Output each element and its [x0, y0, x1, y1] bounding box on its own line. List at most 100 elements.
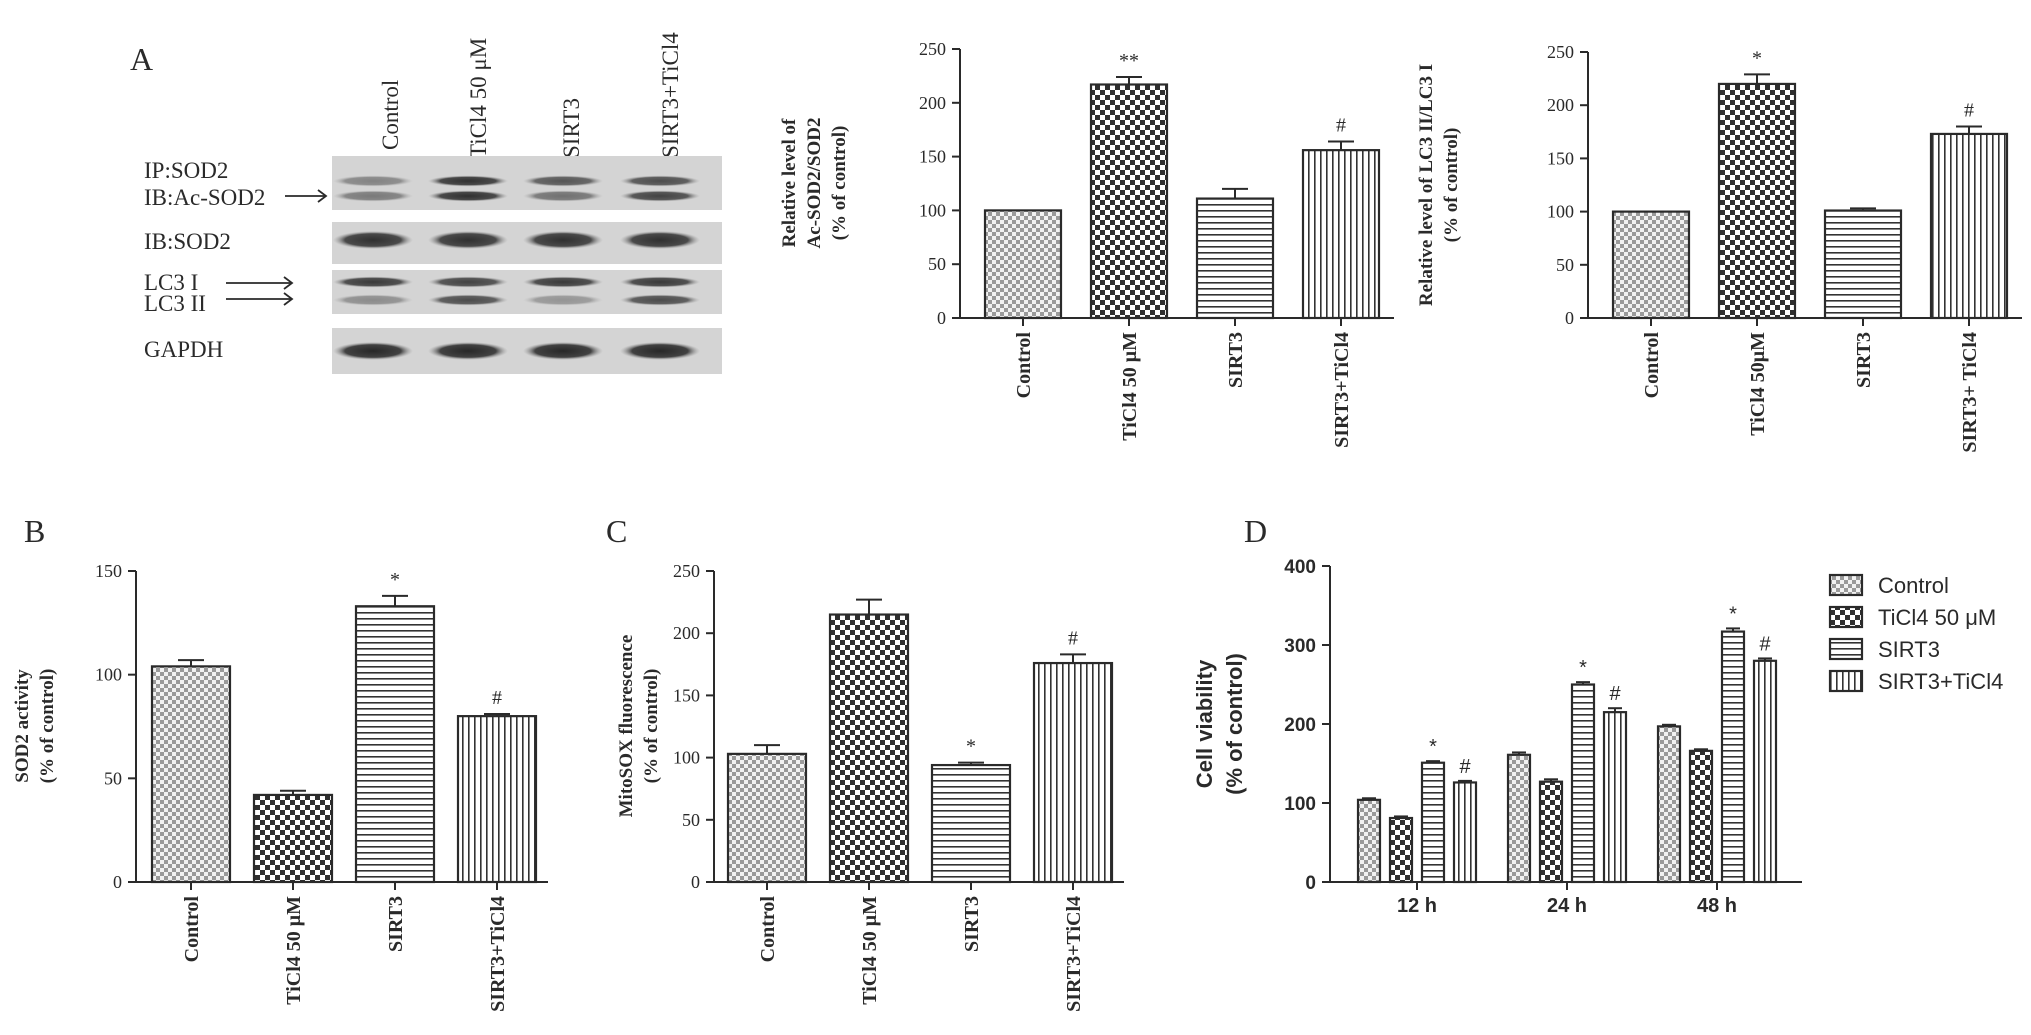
y-tick-label: 100 [673, 748, 700, 768]
chart-sod2-activity: 0 50 100 150 SOD2 activity (% of control) Cont… [12, 561, 548, 1012]
bar-control-24-h [1506, 753, 1532, 884]
x-tick-label: SIRT3 [385, 896, 407, 952]
x-tick-label: Control [1641, 332, 1663, 399]
blot-label-lc3-ii: LC3 II [144, 291, 206, 316]
x-tick-label: TiCl4 50 μM [283, 896, 305, 1005]
significance-mark: # [1068, 627, 1078, 649]
y-tick-label: 0 [1305, 873, 1316, 894]
blot-band [620, 175, 700, 187]
y-tick-label: 100 [95, 665, 122, 685]
significance-mark: # [1609, 683, 1621, 705]
y-tick-label: 150 [1547, 148, 1574, 168]
blot-band [428, 342, 508, 360]
significance-mark: ** [1119, 50, 1139, 72]
y-tick-label: 200 [919, 93, 946, 113]
y-axis-label: Relative level of LC3 II/LC3 I [1416, 64, 1437, 306]
y-tick-label: 50 [682, 810, 700, 830]
blot-band [620, 342, 700, 360]
strip-ac-sod2 [332, 156, 722, 210]
y-tick-label: 300 [1284, 636, 1316, 657]
bar-sirt3-48-h [1720, 630, 1746, 884]
legend-cell-viability: Control TiCl4 50 μM SIRT3 SIRT3+TiCl4 [1828, 573, 2003, 694]
bar-ticl4-50-m [1717, 82, 1797, 320]
blot-band [523, 342, 603, 360]
chart-mitosox: 0 50 100 150 200 250 MitoSOX fluorescence (% of… [616, 561, 1124, 1012]
blot-label-gapdh: GAPDH [144, 337, 223, 362]
bar-sirt3-ticl4 [1032, 661, 1114, 884]
x-tick-label: SIRT3+TiCl4 [1063, 896, 1085, 1012]
x-tick-label: SIRT3+TiCl4 [487, 896, 509, 1012]
legend-swatch-sirt3-ticl4 [1828, 669, 1864, 693]
significance-mark: * [1429, 736, 1437, 758]
y-axis-label: (% of control) [37, 669, 58, 784]
bar-sirt3 [930, 763, 1012, 884]
bar-control [983, 209, 1063, 320]
blot-band [428, 294, 508, 306]
y-axis-label: Relative level of [779, 118, 800, 247]
y-tick-label: 0 [937, 308, 946, 328]
y-tick-label: 100 [1547, 202, 1574, 222]
y-tick-label: 0 [1565, 308, 1574, 328]
chart-ac-sod2: 0 50 100 150 200 250 Relative level of Ac-SOD2/… [779, 39, 1394, 448]
y-axis-label: Ac-SOD2/SOD2 [804, 118, 825, 249]
x-tick-label: SIRT3+ TiCl4 [1959, 332, 1981, 453]
chart-cell-viability: 0 100 200 300 400 Cell viability (% of control… [1192, 557, 1802, 917]
legend-label-ticl4-50-m: TiCl4 50 μM [1878, 605, 1996, 630]
y-tick-label: 0 [691, 872, 700, 892]
y-tick-label: 50 [1556, 255, 1574, 275]
significance-mark: * [1752, 47, 1762, 69]
blot-column-sirt3: SIRT3 [559, 98, 584, 158]
bar-sirt3 [1823, 209, 1903, 320]
bar-sirt3-ticl4 [1929, 132, 2009, 320]
blot-band [523, 294, 603, 306]
y-tick-label: 150 [673, 685, 700, 705]
bar-ticl4-50-m [828, 613, 910, 884]
x-tick-label: TiCl4 50 μM [1119, 332, 1141, 441]
bar-sirt3-12-h [1420, 761, 1446, 884]
bar-sirt3-ticl4 [1301, 149, 1381, 320]
significance-mark: # [1459, 756, 1471, 778]
legend-swatch-sirt3 [1828, 637, 1864, 661]
bar-control [150, 665, 232, 884]
bar-sirt3 [1195, 197, 1275, 320]
x-tick-label: 12 h [1397, 895, 1437, 917]
legend-swatch-control [1828, 573, 1864, 597]
significance-mark: * [1579, 657, 1587, 679]
y-tick-label: 250 [1547, 42, 1574, 62]
bar-sirt3 [354, 605, 436, 884]
blot-band [523, 276, 603, 288]
y-tick-label: 100 [1284, 794, 1316, 815]
strip-sod2 [332, 222, 722, 264]
y-tick-label: 50 [928, 254, 946, 274]
bar-control-48-h [1656, 725, 1682, 884]
y-tick-label: 0 [113, 872, 122, 892]
blot-band [333, 276, 413, 288]
x-tick-label: 24 h [1547, 895, 1587, 917]
blot-band [428, 175, 508, 187]
bar-ticl4-50-m-48-h [1688, 749, 1714, 884]
x-tick-label: Control [757, 896, 779, 963]
y-tick-label: 150 [95, 561, 122, 581]
blot-band [333, 231, 413, 249]
bar-sirt3-24-h [1570, 683, 1596, 884]
blot-band [620, 190, 700, 202]
significance-mark: * [1729, 603, 1737, 625]
western-blot: Control TiCl4 50 μM SIRT3 SIRT3+TiCl4 IP… [144, 32, 722, 374]
blot-column-sirt3-ticl4: SIRT3+TiCl4 [658, 32, 683, 158]
panel-letter-c: C [606, 513, 627, 549]
blot-band [523, 175, 603, 187]
blot-band [523, 231, 603, 249]
significance-mark: # [1336, 115, 1346, 137]
bar-sirt3-ticl4-12-h [1452, 781, 1478, 884]
bar-ticl4-50-m-24-h [1538, 780, 1564, 884]
blot-band [523, 190, 603, 202]
blot-band [333, 342, 413, 360]
y-tick-label: 200 [673, 623, 700, 643]
bar-ticl4-50-m [252, 793, 334, 884]
strip-gapdh [332, 328, 722, 374]
y-tick-label: 100 [919, 200, 946, 220]
blot-band [428, 231, 508, 249]
y-tick-label: 50 [104, 768, 122, 788]
y-axis-label: (% of control) [1441, 128, 1462, 243]
